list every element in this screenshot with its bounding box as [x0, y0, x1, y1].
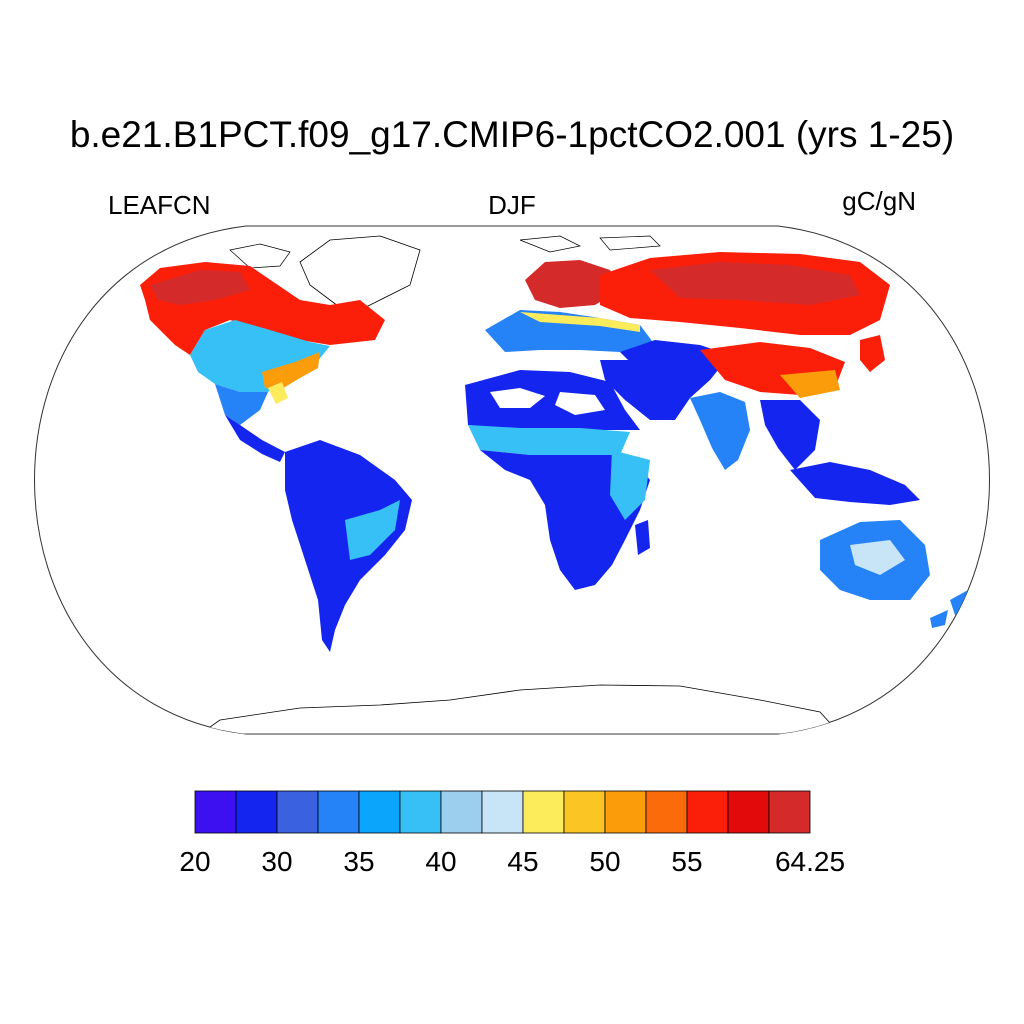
colorbar-swatch [317, 790, 360, 834]
east-asia-orange [780, 370, 840, 398]
colorbar-swatch [686, 790, 729, 834]
middle-east [600, 360, 690, 420]
siberia-darkred [650, 262, 860, 305]
colorbar-swatch [522, 790, 565, 834]
sahara-gap-2 [555, 392, 605, 415]
south-america-light [345, 500, 400, 560]
madagascar [635, 520, 650, 555]
north-america-darkred [150, 270, 250, 305]
greenland-outline [299, 235, 421, 316]
colorbar-swatch [563, 790, 606, 834]
japan [860, 335, 885, 372]
colorbar-swatch [235, 790, 278, 834]
colorbar-tick-label: 64.25 [775, 846, 845, 877]
colorbar-swatch [727, 790, 770, 834]
sahara-gap-1 [490, 388, 545, 408]
colorbar-tick-label: 55 [671, 846, 702, 877]
scandinavia-darkred [525, 260, 620, 308]
colorbar-swatch [399, 790, 442, 834]
new-zealand [930, 590, 972, 628]
colorbar-swatch [481, 790, 524, 834]
colorbar-tick-label: 50 [589, 846, 620, 877]
central-asia-blue [620, 340, 730, 398]
north-africa [465, 370, 640, 430]
central-africa [480, 450, 650, 590]
plot-title: b.e21.B1PCT.f09_g17.CMIP6-1pctCO2.001 (y… [69, 114, 955, 155]
colorbar-swatch [604, 790, 647, 834]
maritime-continent [790, 462, 920, 505]
colorbar-swatch [276, 790, 319, 834]
colorbar-tick-label: 45 [507, 846, 538, 877]
colorbar-swatch [768, 790, 811, 834]
colorbar: 20 30 35 40 45 50 55 64.25 [179, 790, 845, 877]
colorbar-swatch [358, 790, 401, 834]
india [690, 392, 750, 470]
colorbar-tick-label: 40 [425, 846, 456, 877]
units-label: gC/gN [842, 186, 916, 216]
colorbar-swatch [645, 790, 688, 834]
southeast-asia [760, 400, 820, 470]
central-america [225, 415, 285, 462]
us-east-orange [262, 352, 320, 390]
colorbar-swatch [194, 790, 237, 834]
antarctica-outline [198, 684, 841, 734]
colorbar-tick-label: 30 [261, 846, 292, 877]
colorbar-tick-label: 35 [343, 846, 374, 877]
arctic-islands-outline [229, 235, 661, 269]
variable-label: LEAFCN [108, 190, 211, 220]
europe-yellow-band [520, 312, 640, 332]
season-label: DJF [488, 190, 536, 220]
florida-yellow [268, 382, 288, 404]
colorbar-swatch [440, 790, 483, 834]
east-africa-light [610, 450, 650, 520]
colorbar-tick-label: 20 [179, 846, 210, 877]
north-america-blue [215, 384, 268, 425]
australia-pale [850, 540, 905, 575]
sahel-light [468, 425, 630, 455]
